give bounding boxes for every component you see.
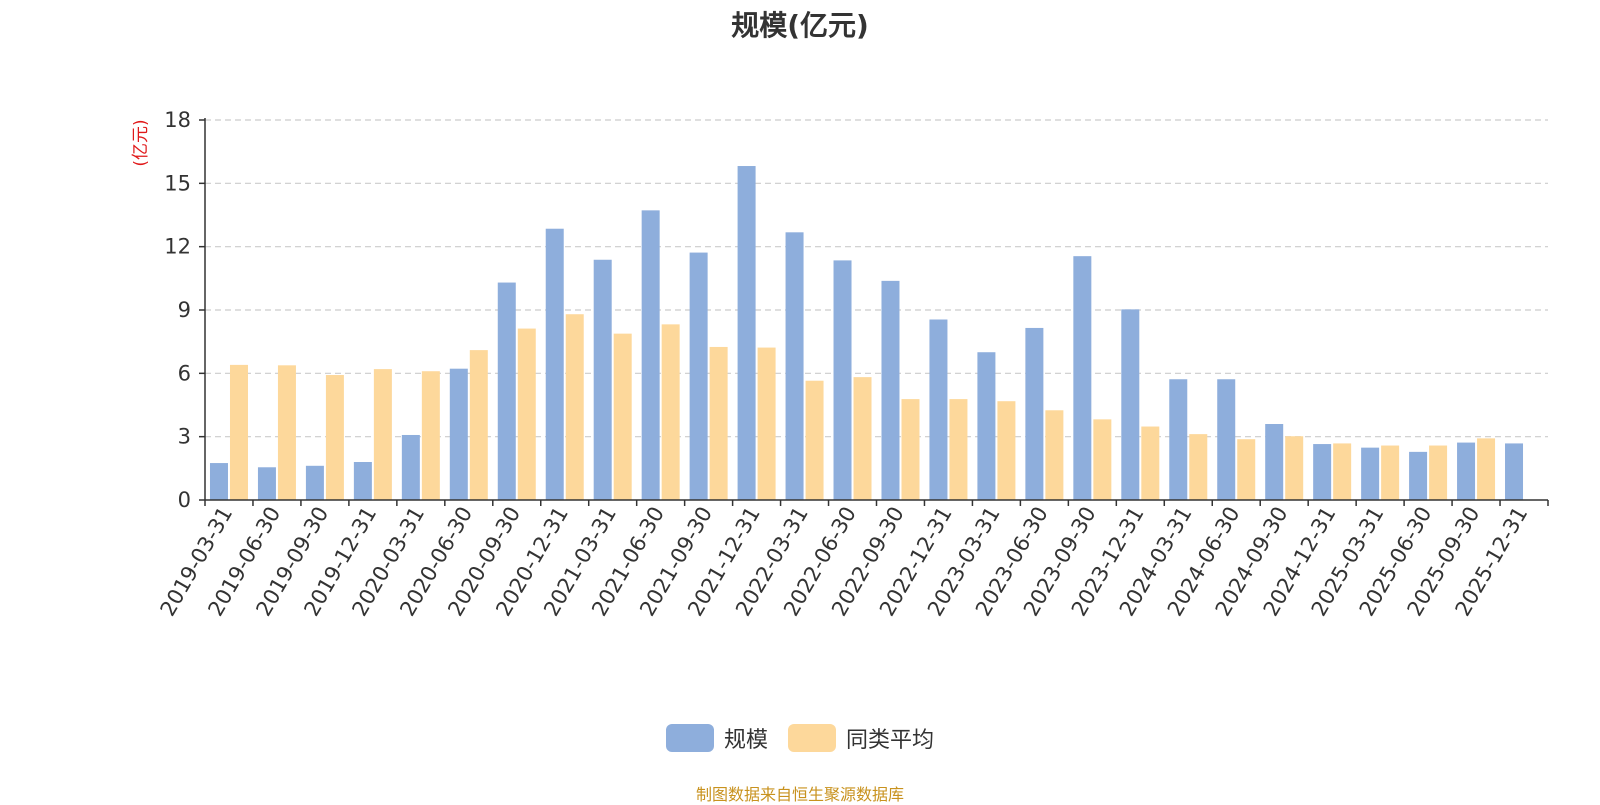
bar-series2 — [517, 328, 536, 500]
y-tick-label: 3 — [178, 425, 191, 449]
bar-series1 — [785, 232, 804, 501]
source-note: 制图数据来自恒生聚源数据库 — [695, 785, 904, 804]
bar-series2 — [1381, 445, 1400, 500]
bar-series1 — [641, 210, 660, 500]
bar-series2 — [901, 399, 920, 500]
bar-series2 — [1141, 426, 1160, 500]
bar-series1 — [1361, 447, 1380, 500]
bar-series2 — [1477, 438, 1496, 500]
bar-series2 — [229, 364, 248, 500]
legend-item-series2[interactable]: 同类平均 — [788, 722, 934, 754]
bar-series2 — [1237, 439, 1256, 500]
legend-swatch-series1 — [665, 724, 714, 752]
bar-series2 — [421, 371, 440, 500]
bar-series2 — [661, 324, 680, 500]
bar-series1 — [353, 462, 372, 500]
legend: 规模 同类平均 — [0, 722, 1600, 754]
bar-series2 — [1429, 445, 1448, 500]
bar-series2 — [1333, 443, 1352, 500]
bar-series1 — [929, 319, 948, 500]
bar-series1 — [1313, 444, 1332, 500]
bar-series1 — [1073, 256, 1092, 500]
bar-series1 — [209, 463, 228, 500]
bar-series1 — [449, 368, 468, 500]
y-tick-label: 9 — [178, 298, 191, 322]
bar-series2 — [469, 350, 488, 500]
bar-series1 — [977, 352, 996, 500]
bar-series2 — [277, 365, 296, 500]
chart-title: 规模(亿元) — [731, 9, 869, 42]
bar-series1 — [737, 166, 756, 500]
bar-series2 — [1189, 434, 1208, 500]
bar-series1 — [401, 434, 420, 500]
bar-series2 — [949, 399, 968, 500]
legend-label-series2: 同类平均 — [846, 728, 935, 753]
bar-series2 — [1093, 419, 1112, 500]
bar-series1 — [305, 465, 324, 500]
y-tick-label: 0 — [178, 488, 191, 512]
bars — [209, 166, 1524, 501]
bar-series1 — [1025, 327, 1044, 500]
y-axis-unit-label: (亿元) — [131, 119, 151, 166]
bar-series1 — [689, 252, 708, 500]
bar-series2 — [853, 377, 872, 500]
bar-series1 — [1217, 379, 1236, 500]
bar-series2 — [1285, 436, 1304, 500]
bar-series2 — [1045, 410, 1064, 500]
bar-series1 — [257, 467, 276, 500]
bar-series2 — [757, 347, 776, 500]
bar-series1 — [1265, 424, 1284, 500]
bar-series1 — [833, 260, 852, 500]
bar-series1 — [1169, 379, 1188, 500]
bar-series1 — [881, 280, 900, 500]
y-tick-label: 15 — [164, 171, 191, 195]
bar-series1 — [1505, 443, 1524, 500]
bar-series2 — [613, 333, 632, 500]
legend-item-series1[interactable]: 规模 — [665, 722, 768, 754]
bar-series1 — [1457, 442, 1476, 500]
y-tick-label: 6 — [178, 361, 191, 385]
bar-series1 — [497, 282, 516, 500]
bar-series2 — [373, 369, 392, 500]
legend-label-series1: 规模 — [723, 728, 768, 753]
y-tick-label: 12 — [164, 235, 191, 259]
bar-series2 — [997, 401, 1016, 500]
grid-lines — [205, 119, 1548, 438]
y-tick-label: 18 — [164, 108, 191, 132]
bar-series1 — [1121, 309, 1140, 500]
bar-series2 — [325, 375, 344, 500]
bar-series2 — [805, 380, 824, 500]
bar-series1 — [545, 228, 564, 500]
bar-series1 — [593, 259, 612, 500]
legend-swatch-series2 — [788, 724, 836, 752]
bar-series2 — [709, 346, 728, 500]
bar-series2 — [565, 314, 584, 500]
axes: 03691215182019-03-312019-06-302019-09-30… — [156, 108, 1549, 620]
bar-series1 — [1409, 451, 1428, 500]
